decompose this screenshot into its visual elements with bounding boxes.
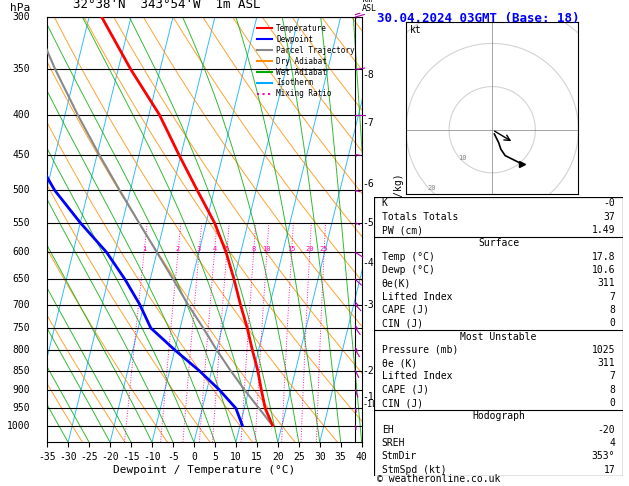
Text: Mixing Ratio (g/kg): Mixing Ratio (g/kg) [394, 174, 404, 285]
Text: kt: kt [409, 25, 421, 35]
Text: 1025: 1025 [592, 345, 615, 355]
Text: Pressure (mb): Pressure (mb) [382, 345, 458, 355]
Text: Surface: Surface [478, 239, 519, 248]
Text: Lifted Index: Lifted Index [382, 292, 452, 302]
Text: CAPE (J): CAPE (J) [382, 305, 429, 315]
Text: 20: 20 [428, 185, 436, 191]
Text: -3: -3 [362, 300, 374, 310]
Text: 600: 600 [12, 247, 30, 257]
Text: -20: -20 [598, 425, 615, 434]
Text: CIN (J): CIN (J) [382, 318, 423, 328]
Text: .: . [354, 423, 357, 429]
Text: 350: 350 [12, 64, 30, 74]
Text: 900: 900 [12, 385, 30, 395]
Text: 8: 8 [610, 305, 615, 315]
Text: hPa: hPa [9, 3, 30, 13]
Text: Most Unstable: Most Unstable [460, 331, 537, 342]
Text: .: . [354, 188, 357, 193]
Text: 4: 4 [610, 438, 615, 448]
Text: 1: 1 [142, 246, 146, 252]
Text: 15: 15 [287, 246, 296, 252]
Text: θe(K): θe(K) [382, 278, 411, 288]
Text: 20: 20 [306, 246, 314, 252]
Text: -5: -5 [362, 218, 374, 228]
Text: km
ASL: km ASL [362, 0, 377, 13]
Text: Lifted Index: Lifted Index [382, 371, 452, 382]
Text: StmDir: StmDir [382, 451, 417, 461]
Text: .: . [354, 405, 357, 411]
Text: 7: 7 [610, 371, 615, 382]
Text: 550: 550 [12, 218, 30, 228]
Text: SREH: SREH [382, 438, 405, 448]
Text: 1000: 1000 [6, 421, 30, 431]
Text: .: . [354, 66, 357, 72]
Text: .: . [354, 367, 357, 374]
Text: -7: -7 [362, 118, 374, 128]
X-axis label: Dewpoint / Temperature (°C): Dewpoint / Temperature (°C) [113, 465, 296, 475]
Text: 32°38'N  343°54'W  1m ASL: 32°38'N 343°54'W 1m ASL [73, 0, 260, 11]
Text: 750: 750 [12, 323, 30, 333]
Text: 300: 300 [12, 12, 30, 22]
Text: .: . [354, 220, 357, 226]
Text: .: . [354, 14, 357, 20]
Text: 17.8: 17.8 [592, 252, 615, 262]
Text: .: . [354, 152, 357, 157]
Text: 311: 311 [598, 278, 615, 288]
Text: 3: 3 [197, 246, 201, 252]
Text: -6: -6 [362, 178, 374, 189]
Text: 7: 7 [610, 292, 615, 302]
Text: -1: -1 [362, 392, 374, 402]
Text: Dewp (°C): Dewp (°C) [382, 265, 435, 275]
Text: .: . [354, 277, 357, 282]
Text: 2: 2 [176, 246, 180, 252]
Legend: Temperature, Dewpoint, Parcel Trajectory, Dry Adiabat, Wet Adiabat, Isotherm, Mi: Temperature, Dewpoint, Parcel Trajectory… [254, 21, 358, 102]
Text: 500: 500 [12, 186, 30, 195]
Text: Totals Totals: Totals Totals [382, 212, 458, 222]
Text: 0: 0 [610, 398, 615, 408]
Text: .: . [354, 302, 357, 308]
Text: CAPE (J): CAPE (J) [382, 385, 429, 395]
Text: 1.49: 1.49 [592, 225, 615, 235]
Text: Temp (°C): Temp (°C) [382, 252, 435, 262]
Text: K: K [382, 198, 387, 208]
Text: EH: EH [382, 425, 394, 434]
Text: -8: -8 [362, 70, 374, 80]
Text: 10: 10 [458, 155, 466, 161]
Text: PW (cm): PW (cm) [382, 225, 423, 235]
Text: 30.04.2024 03GMT (Base: 18): 30.04.2024 03GMT (Base: 18) [377, 12, 580, 25]
Text: Hodograph: Hodograph [472, 411, 525, 421]
Text: © weatheronline.co.uk: © weatheronline.co.uk [377, 473, 501, 484]
Text: -1LCL: -1LCL [362, 400, 387, 409]
Text: 850: 850 [12, 365, 30, 376]
Text: 800: 800 [12, 345, 30, 355]
Text: 700: 700 [12, 300, 30, 310]
Text: 950: 950 [12, 403, 30, 413]
Text: θe (K): θe (K) [382, 358, 417, 368]
Text: 353°: 353° [592, 451, 615, 461]
Text: 4: 4 [213, 246, 216, 252]
Text: .: . [354, 387, 357, 393]
Text: 400: 400 [12, 110, 30, 120]
Text: 37: 37 [603, 212, 615, 222]
Text: -4: -4 [362, 259, 374, 268]
Text: .: . [354, 325, 357, 331]
Text: .: . [354, 249, 357, 255]
Text: 450: 450 [12, 150, 30, 159]
Text: -0: -0 [603, 198, 615, 208]
Text: CIN (J): CIN (J) [382, 398, 423, 408]
Text: .: . [354, 347, 357, 353]
Text: 8: 8 [252, 246, 256, 252]
Text: 17: 17 [603, 465, 615, 475]
Text: StmSpd (kt): StmSpd (kt) [382, 465, 447, 475]
Text: 8: 8 [610, 385, 615, 395]
Text: 10.6: 10.6 [592, 265, 615, 275]
Text: 311: 311 [598, 358, 615, 368]
Text: 0: 0 [610, 318, 615, 328]
Text: 650: 650 [12, 275, 30, 284]
Text: 5: 5 [225, 246, 229, 252]
Text: 10: 10 [263, 246, 271, 252]
Text: .: . [354, 112, 357, 118]
Text: 25: 25 [320, 246, 328, 252]
Text: -2: -2 [362, 365, 374, 376]
